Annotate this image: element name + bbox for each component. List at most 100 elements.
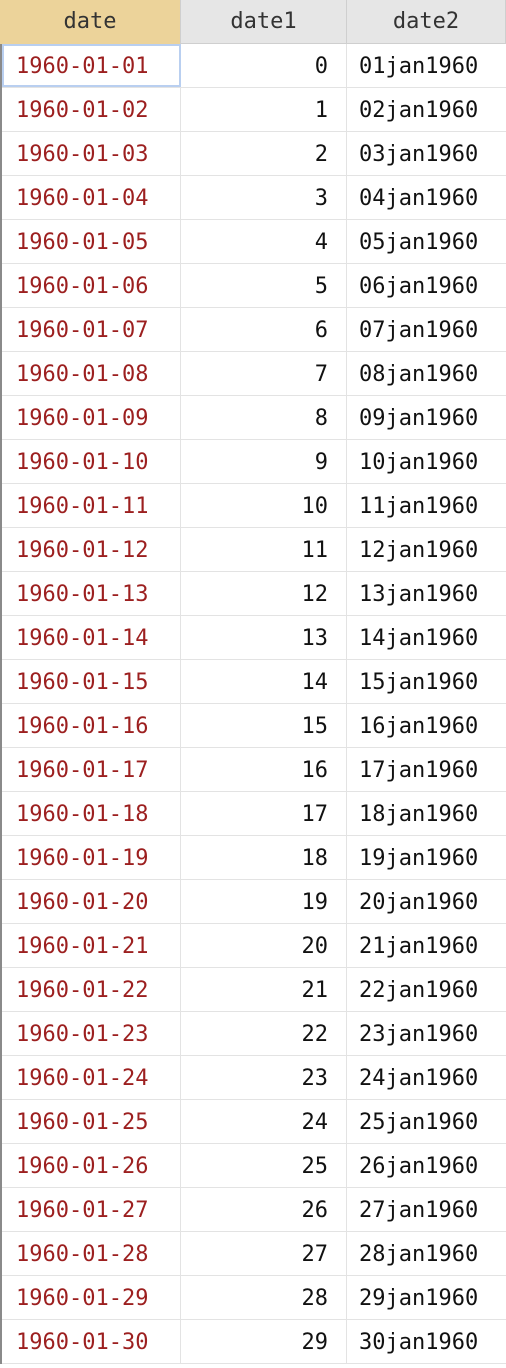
cell-date2[interactable]: 05jan1960 [359, 230, 479, 255]
table-row[interactable]: 1960-01-15 14 15jan1960 [2, 660, 506, 704]
cell-date1[interactable]: 21 [181, 968, 347, 1011]
cell-date[interactable]: 1960-01-06 [2, 264, 181, 307]
cell-date[interactable]: 1960-01-29 [2, 1276, 181, 1319]
table-row[interactable]: 1960-01-10 9 10jan1960 [2, 440, 506, 484]
cell-date1[interactable]: 1 [181, 88, 347, 131]
cell-date[interactable]: 1960-01-18 [2, 792, 181, 835]
cell-date1[interactable]: 5 [181, 264, 347, 307]
cell-date[interactable]: 1960-01-04 [2, 176, 181, 219]
cell-date1[interactable]: 10 [181, 484, 347, 527]
cell-date2[interactable]: 20jan1960 [359, 890, 479, 915]
cell-date[interactable]: 1960-01-05 [2, 220, 181, 263]
table-row[interactable]: 1960-01-07 6 07jan1960 [2, 308, 506, 352]
cell-date2[interactable]: 14jan1960 [359, 626, 479, 651]
cell-date2[interactable]: 06jan1960 [359, 274, 479, 299]
cell-date2[interactable]: 16jan1960 [359, 714, 479, 739]
cell-date1[interactable]: 14 [181, 660, 347, 703]
cell-date2[interactable]: 27jan1960 [359, 1198, 479, 1223]
table-row[interactable]: 1960-01-26 25 26jan1960 [2, 1144, 506, 1188]
cell-date2[interactable]: 15jan1960 [359, 670, 479, 695]
table-row[interactable]: 1960-01-14 13 14jan1960 [2, 616, 506, 660]
table-row[interactable]: 1960-01-06 5 06jan1960 [2, 264, 506, 308]
cell-date[interactable]: 1960-01-25 [2, 1100, 181, 1143]
cell-date[interactable]: 1960-01-28 [2, 1232, 181, 1275]
table-row[interactable]: 1960-01-05 4 05jan1960 [2, 220, 506, 264]
table-row[interactable]: 1960-01-28 27 28jan1960 [2, 1232, 506, 1276]
cell-date2[interactable]: 13jan1960 [359, 582, 479, 607]
cell-date[interactable]: 1960-01-30 [2, 1320, 181, 1363]
cell-date[interactable]: 1960-01-21 [2, 924, 181, 967]
table-row[interactable]: 1960-01-25 24 25jan1960 [2, 1100, 506, 1144]
cell-date2[interactable]: 23jan1960 [359, 1022, 479, 1047]
cell-date[interactable]: 1960-01-20 [2, 880, 181, 923]
table-row[interactable]: 1960-01-01 0 01jan1960 [2, 44, 506, 88]
cell-date[interactable]: 1960-01-07 [2, 308, 181, 351]
cell-date2[interactable]: 01jan1960 [359, 54, 479, 79]
cell-date1[interactable]: 20 [181, 924, 347, 967]
cell-date[interactable]: 1960-01-17 [2, 748, 181, 791]
cell-date2[interactable]: 12jan1960 [359, 538, 479, 563]
cell-date[interactable]: 1960-01-19 [2, 836, 181, 879]
cell-date2[interactable]: 04jan1960 [359, 186, 479, 211]
table-row[interactable]: 1960-01-19 18 19jan1960 [2, 836, 506, 880]
table-row[interactable]: 1960-01-30 29 30jan1960 [2, 1320, 506, 1364]
column-header-date1[interactable]: date1 [181, 0, 347, 44]
cell-date2[interactable]: 07jan1960 [359, 318, 479, 343]
cell-date1[interactable]: 24 [181, 1100, 347, 1143]
cell-date1[interactable]: 22 [181, 1012, 347, 1055]
cell-date[interactable]: 1960-01-16 [2, 704, 181, 747]
cell-date2[interactable]: 08jan1960 [359, 362, 479, 387]
cell-date[interactable]: 1960-01-08 [2, 352, 181, 395]
cell-date2[interactable]: 10jan1960 [359, 450, 479, 475]
table-row[interactable]: 1960-01-27 26 27jan1960 [2, 1188, 506, 1232]
cell-date2[interactable]: 24jan1960 [359, 1066, 479, 1091]
cell-date1[interactable]: 4 [181, 220, 347, 263]
table-row[interactable]: 1960-01-22 21 22jan1960 [2, 968, 506, 1012]
cell-date2[interactable]: 03jan1960 [359, 142, 479, 167]
cell-date1[interactable]: 27 [181, 1232, 347, 1275]
cell-date1[interactable]: 0 [181, 44, 347, 87]
cell-date1[interactable]: 17 [181, 792, 347, 835]
cell-date1[interactable]: 2 [181, 132, 347, 175]
cell-date2[interactable]: 26jan1960 [359, 1154, 479, 1179]
table-row[interactable]: 1960-01-12 11 12jan1960 [2, 528, 506, 572]
cell-date2[interactable]: 25jan1960 [359, 1110, 479, 1135]
cell-date[interactable]: 1960-01-12 [2, 528, 181, 571]
cell-date2[interactable]: 17jan1960 [359, 758, 479, 783]
cell-date2[interactable]: 30jan1960 [359, 1330, 479, 1355]
table-row[interactable]: 1960-01-11 10 11jan1960 [2, 484, 506, 528]
table-row[interactable]: 1960-01-20 19 20jan1960 [2, 880, 506, 924]
cell-date1[interactable]: 29 [181, 1320, 347, 1363]
cell-date2[interactable]: 22jan1960 [359, 978, 479, 1003]
cell-date1[interactable]: 11 [181, 528, 347, 571]
cell-date2[interactable]: 18jan1960 [359, 802, 479, 827]
cell-date[interactable]: 1960-01-11 [2, 484, 181, 527]
cell-date[interactable]: 1960-01-27 [2, 1188, 181, 1231]
table-row[interactable]: 1960-01-24 23 24jan1960 [2, 1056, 506, 1100]
cell-date1[interactable]: 26 [181, 1188, 347, 1231]
cell-date1[interactable]: 8 [181, 396, 347, 439]
cell-date[interactable]: 1960-01-22 [2, 968, 181, 1011]
table-row[interactable]: 1960-01-17 16 17jan1960 [2, 748, 506, 792]
cell-date[interactable]: 1960-01-24 [2, 1056, 181, 1099]
cell-date1[interactable]: 9 [181, 440, 347, 483]
cell-date1[interactable]: 13 [181, 616, 347, 659]
cell-date[interactable]: 1960-01-13 [2, 572, 181, 615]
cell-date1[interactable]: 7 [181, 352, 347, 395]
cell-date[interactable]: 1960-01-01 [2, 44, 181, 87]
cell-date1[interactable]: 18 [181, 836, 347, 879]
table-row[interactable]: 1960-01-08 7 08jan1960 [2, 352, 506, 396]
cell-date1[interactable]: 3 [181, 176, 347, 219]
cell-date1[interactable]: 19 [181, 880, 347, 923]
cell-date2[interactable]: 19jan1960 [359, 846, 479, 871]
table-row[interactable]: 1960-01-09 8 09jan1960 [2, 396, 506, 440]
cell-date1[interactable]: 25 [181, 1144, 347, 1187]
cell-date[interactable]: 1960-01-09 [2, 396, 181, 439]
table-row[interactable]: 1960-01-02 1 02jan1960 [2, 88, 506, 132]
cell-date2[interactable]: 29jan1960 [359, 1286, 479, 1311]
cell-date[interactable]: 1960-01-26 [2, 1144, 181, 1187]
table-row[interactable]: 1960-01-03 2 03jan1960 [2, 132, 506, 176]
cell-date2[interactable]: 02jan1960 [359, 98, 479, 123]
table-row[interactable]: 1960-01-29 28 29jan1960 [2, 1276, 506, 1320]
cell-date[interactable]: 1960-01-10 [2, 440, 181, 483]
